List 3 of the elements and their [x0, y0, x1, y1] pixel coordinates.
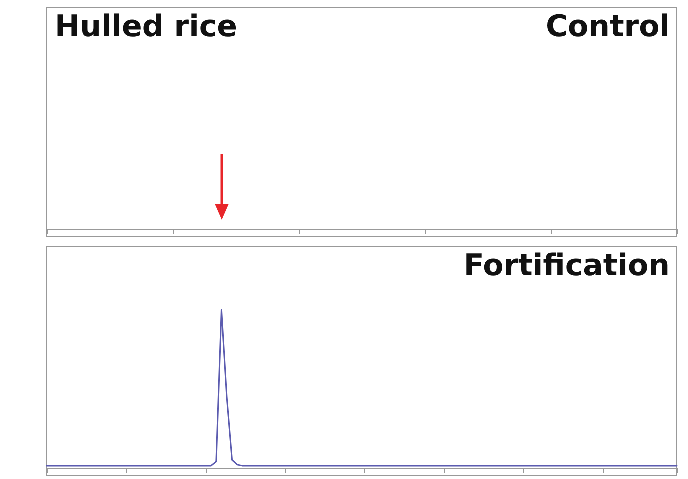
- text: Fortification: [464, 248, 670, 284]
- text: Control: [546, 10, 670, 44]
- text: Hulled rice: [55, 10, 238, 44]
